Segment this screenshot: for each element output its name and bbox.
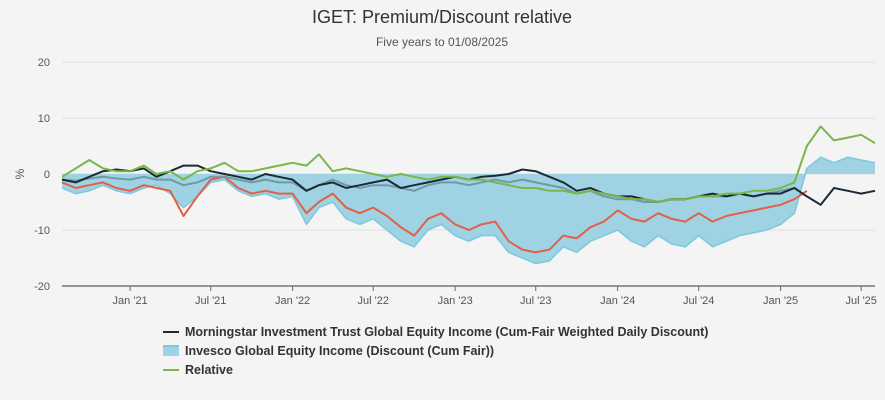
- x-tick-label: Jul '23: [520, 295, 551, 307]
- y-tick-label: 10: [38, 113, 50, 125]
- legend-swatch: [163, 345, 179, 356]
- x-tick-label: Jan '21: [113, 295, 148, 307]
- legend: Morningstar Investment Trust Global Equi…: [163, 322, 708, 379]
- x-tick-label: Jan '24: [600, 295, 635, 307]
- series-area-invesco-global-equity-income-discount-cu: [62, 157, 875, 264]
- series-line-relative: [61, 125, 876, 203]
- x-tick-label: Jul '21: [195, 295, 226, 307]
- y-axis: 20 10 0 -10 -20: [34, 57, 50, 293]
- x-tick-label: Jul '22: [357, 295, 388, 307]
- legend-swatch: [163, 330, 179, 333]
- x-tick-label: Jul '25: [845, 295, 876, 307]
- x-tick-label: Jan '22: [275, 295, 310, 307]
- x-tick-label: Jan '23: [438, 295, 473, 307]
- x-axis: Jan '21 Jul '21 Jan '22 Jul '22 Jan '23 Jul '…: [62, 285, 877, 307]
- legend-item[interactable]: Invesco Global Equity Income (Discount (…: [163, 341, 708, 360]
- x-tick-label: Jan '25: [763, 295, 798, 307]
- plot-area: [61, 125, 876, 265]
- y-tick-label: 0: [44, 169, 50, 181]
- legend-swatch: [163, 368, 179, 371]
- legend-item[interactable]: Relative: [163, 360, 708, 379]
- chart-title: IGET: Premium/Discount relative: [312, 7, 572, 27]
- y-tick-label: -20: [34, 281, 50, 293]
- legend-label: Morningstar Investment Trust Global Equi…: [185, 324, 709, 339]
- chart-subtitle: Five years to 01/08/2025: [376, 35, 508, 49]
- legend-label: Relative: [185, 362, 233, 377]
- y-axis-label: %: [13, 168, 27, 179]
- legend-label: Invesco Global Equity Income (Discount (…: [185, 343, 495, 358]
- y-tick-label: 20: [38, 57, 50, 69]
- series-line-unlabelled-2: [61, 175, 808, 254]
- y-tick-label: -10: [34, 225, 50, 237]
- x-tick-label: Jul '24: [683, 295, 714, 307]
- legend-item[interactable]: Morningstar Investment Trust Global Equi…: [163, 322, 708, 341]
